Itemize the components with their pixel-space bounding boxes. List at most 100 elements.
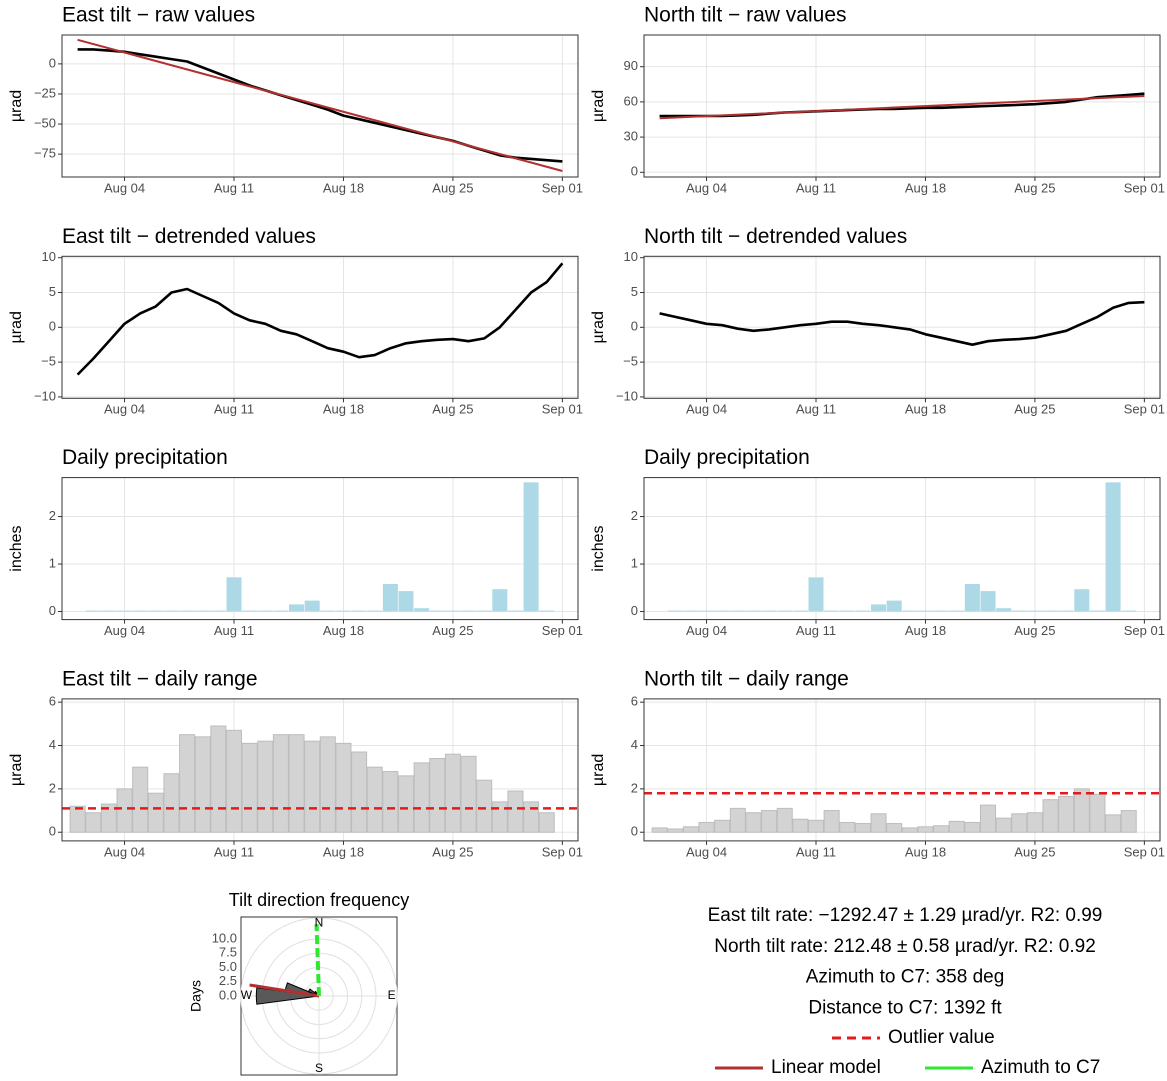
bar [933, 610, 949, 612]
bar [683, 610, 699, 612]
bar [523, 482, 539, 612]
bar [682, 826, 699, 833]
bar [304, 600, 320, 612]
bar [745, 610, 761, 612]
bar [651, 827, 668, 833]
bar [901, 827, 918, 833]
bar [414, 608, 430, 612]
bar [210, 610, 226, 612]
x-tick-label: Aug 11 [796, 844, 836, 859]
panel-border [643, 698, 1161, 842]
x-tick-label: Sep 01 [1124, 402, 1165, 417]
x-tick-label: Aug 18 [905, 180, 946, 195]
y-axis-label: Days [188, 980, 204, 1012]
bar [445, 610, 461, 612]
bar [1121, 610, 1137, 612]
x-tick-label: Aug 04 [104, 180, 145, 195]
bar [242, 610, 258, 612]
panel-border [643, 34, 1161, 178]
bar [225, 729, 243, 833]
y-tick-label: 0 [631, 603, 638, 618]
bar [492, 589, 508, 612]
bar [335, 742, 352, 833]
panel-background [644, 477, 1160, 620]
panel-title: East tilt − daily range [62, 667, 258, 690]
bar [949, 610, 965, 612]
bar [1089, 793, 1106, 833]
x-tick-label: Aug 18 [323, 402, 364, 417]
bar [397, 775, 415, 833]
bar [194, 736, 211, 833]
bar [979, 804, 997, 833]
summary-line: North tilt rate: 212.48 ± 0.58 µrad/yr. … [714, 936, 1096, 957]
y-tick-label: 0 [49, 603, 56, 618]
bar [148, 610, 164, 612]
y-axis-label: µrad [8, 754, 25, 786]
x-tick-label: Aug 04 [104, 844, 145, 859]
summary-line: Distance to C7: 1392 ft [808, 997, 1002, 1018]
bar [1058, 610, 1074, 612]
x-tick-label: Aug 04 [686, 623, 727, 638]
r-tick-label: 10.0 [212, 930, 237, 945]
bar [382, 771, 399, 833]
bar [461, 610, 477, 612]
y-tick-label: −5 [623, 354, 638, 369]
y-axis-label: µrad [590, 90, 607, 122]
model-direction-line [249, 983, 320, 998]
bar [195, 610, 211, 612]
x-tick-label: Aug 25 [432, 180, 473, 195]
bar [319, 736, 336, 833]
y-tick-label: −5 [41, 354, 56, 369]
panel-title: Daily precipitation [62, 446, 228, 469]
panel-border [61, 698, 579, 842]
legend-label: Linear model [771, 1057, 881, 1078]
bar [1043, 610, 1059, 612]
y-tick-label: −50 [34, 115, 56, 130]
bar [116, 788, 133, 833]
y-axis-label: inches [8, 525, 25, 571]
bar [117, 610, 133, 612]
r-tick-label: 7.5 [219, 945, 237, 960]
bar [539, 610, 555, 612]
bar [179, 610, 195, 612]
r-tick-label: 2.5 [219, 973, 237, 988]
panel-title: North tilt − raw values [644, 4, 847, 27]
x-tick-label: Aug 04 [686, 180, 727, 195]
bar [807, 819, 825, 833]
panel-title: East tilt − detrended values [62, 225, 316, 248]
bar [917, 610, 933, 612]
summary-line: East tilt rate: −1292.47 ± 1.29 µrad/yr.… [708, 905, 1103, 926]
bar [980, 591, 996, 612]
bar [179, 734, 196, 833]
x-tick-label: Sep 01 [1124, 623, 1165, 638]
x-tick-label: Aug 18 [905, 844, 946, 859]
bar [367, 610, 383, 612]
bar [917, 826, 934, 833]
y-tick-label: 0 [631, 319, 638, 334]
series-line [77, 38, 563, 172]
y-axis-label: inches [590, 525, 607, 571]
bar [210, 725, 227, 833]
y-tick-label: 0 [631, 824, 638, 839]
series-line [76, 262, 564, 376]
bar [241, 742, 258, 833]
panel-title: North tilt − daily range [644, 667, 849, 690]
bar [100, 803, 117, 833]
r-tick-label: 5.0 [219, 959, 237, 974]
bar [1120, 810, 1137, 833]
bar [1011, 610, 1027, 612]
y-tick-label: 0 [49, 55, 56, 70]
y-tick-label: 5 [49, 284, 56, 299]
y-tick-label: 6 [49, 694, 56, 709]
x-tick-label: Sep 01 [542, 623, 583, 638]
x-tick-label: Aug 25 [1014, 623, 1055, 638]
bar [413, 762, 430, 833]
bar [886, 823, 903, 833]
bar [272, 734, 289, 833]
y-tick-label: 2 [49, 508, 56, 523]
bar [460, 755, 477, 833]
bar [948, 820, 965, 833]
y-tick-label: 4 [49, 737, 56, 752]
x-tick-label: Aug 18 [323, 180, 364, 195]
bar [1026, 812, 1043, 833]
